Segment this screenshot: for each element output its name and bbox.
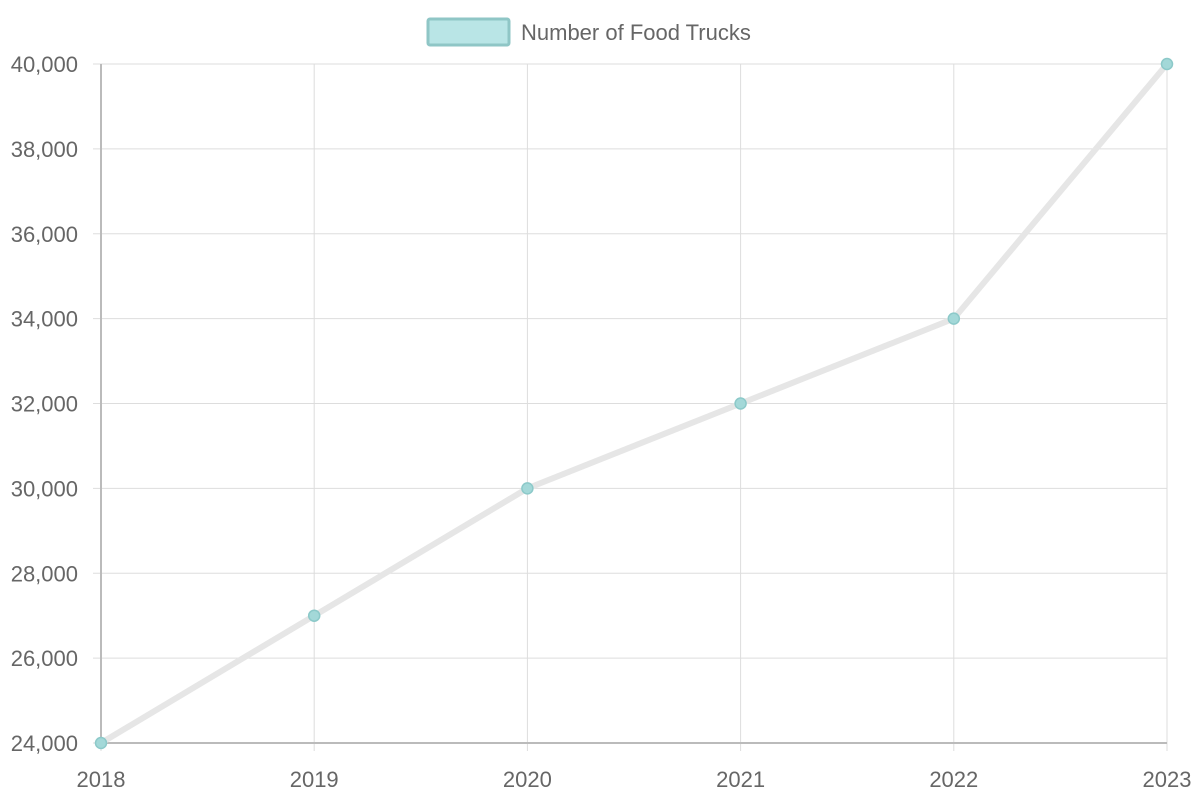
x-tick-label: 2023 — [1143, 767, 1192, 792]
legend[interactable]: Number of Food Trucks — [426, 17, 751, 47]
data-point — [94, 736, 108, 750]
data-point — [734, 397, 747, 410]
y-tick-label: 38,000 — [11, 137, 78, 162]
x-tick-label: 2021 — [716, 767, 765, 792]
x-axis-tick-labels: 2018 2019 2020 2021 2022 2023 — [77, 767, 1192, 792]
legend-swatch — [426, 17, 511, 47]
y-axis-tick-labels: 24,000 26,000 28,000 30,000 32,000 34,000 36,0… — [11, 52, 78, 756]
x-tick-label: 2022 — [929, 767, 978, 792]
x-tick-label: 2018 — [77, 767, 126, 792]
grid — [93, 63, 1168, 751]
x-tick-label: 2020 — [503, 767, 552, 792]
y-tick-label: 28,000 — [11, 561, 78, 586]
y-tick-label: 40,000 — [11, 52, 78, 77]
legend-label-number-of-food-trucks: Number of Food Trucks — [521, 20, 751, 45]
series-number-of-food-trucks — [94, 57, 1174, 750]
y-tick-label: 36,000 — [11, 222, 78, 247]
y-tick-label: 32,000 — [11, 392, 78, 417]
data-point — [1160, 57, 1174, 71]
y-tick-label: 24,000 — [11, 731, 78, 756]
data-point — [521, 482, 534, 495]
axes — [100, 64, 1167, 744]
y-tick-label: 30,000 — [11, 476, 78, 501]
data-point — [307, 609, 321, 622]
data-point — [947, 312, 961, 325]
y-tick-label: 34,000 — [11, 307, 78, 332]
y-tick-label: 26,000 — [11, 646, 78, 671]
series-line — [98, 61, 1170, 746]
x-tick-label: 2019 — [290, 767, 339, 792]
